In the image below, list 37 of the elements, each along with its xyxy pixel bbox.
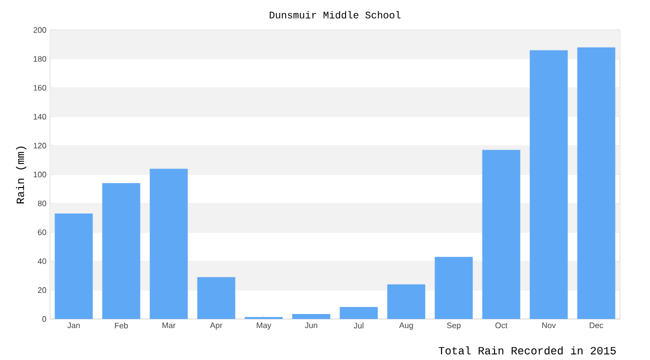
y-tick-label: 80: [38, 200, 46, 206]
bar: [530, 50, 568, 319]
bar: [482, 150, 520, 319]
bar: [434, 256, 473, 319]
y-tick-label: 160: [34, 84, 46, 91]
bar: [340, 307, 378, 319]
y-axis-title: Rain (mm): [16, 146, 26, 204]
x-tick-label: Sep: [446, 322, 461, 330]
y-tick-label: 140: [34, 114, 46, 120]
bar: [577, 47, 616, 319]
y-tick-label: 60: [38, 229, 46, 236]
bar: [150, 168, 188, 319]
y-tick-label: 200: [34, 27, 46, 33]
y-tick-label: 100: [34, 172, 46, 178]
x-tick-label: Nov: [542, 322, 556, 328]
y-tick-label: 0: [42, 316, 46, 322]
x-tick-label: Oct: [495, 322, 508, 328]
bar: [102, 183, 140, 319]
y-tick-label: 40: [38, 258, 46, 264]
x-tick-label: Aug: [399, 322, 413, 330]
y-tick-label: 180: [34, 56, 46, 62]
x-tick-label: Jan: [67, 322, 80, 328]
chart-title: Dunsmuir Middle School: [270, 11, 400, 18]
x-tick-label: Mar: [162, 322, 176, 328]
bar: [197, 277, 236, 319]
x-tick-label: Jun: [304, 322, 318, 328]
x-tick-label: Dec: [590, 322, 604, 328]
x-tick-label: Feb: [115, 322, 128, 328]
bar: [54, 214, 93, 319]
x-tick-label: May: [256, 322, 272, 330]
x-tick-label: Apr: [210, 322, 222, 330]
x-axis-title: Total Rain Recorded in 2015: [438, 346, 616, 354]
bar: [387, 284, 426, 319]
x-tick-label: Jul: [354, 322, 364, 328]
bar: [292, 314, 330, 319]
y-tick-label: 120: [34, 142, 46, 148]
y-tick-label: 20: [38, 287, 46, 293]
